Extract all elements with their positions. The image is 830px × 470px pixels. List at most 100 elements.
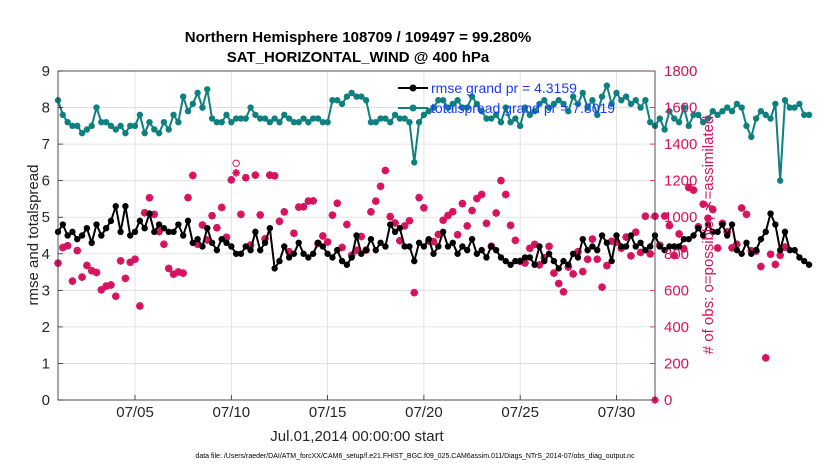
rmse-point	[69, 228, 76, 236]
rmse-point	[589, 243, 596, 250]
rmse-point	[430, 250, 437, 257]
rmse-point	[661, 246, 668, 254]
obs-assimilated-marker	[136, 302, 144, 310]
obs-assimilated-marker	[92, 268, 101, 277]
legend-marker-rmse	[409, 84, 417, 92]
obs-assimilated-marker	[757, 262, 765, 271]
obs-assimilated-marker	[540, 254, 549, 262]
totalspread-point	[752, 115, 760, 122]
rmse-point	[439, 228, 447, 236]
y-tick-label: 1	[42, 355, 50, 372]
obs-assimilated-marker	[526, 244, 534, 253]
x-axis-label: Jul.01,2014 00:00:00 start	[270, 428, 444, 445]
obs-assimilated-marker	[131, 255, 139, 264]
rmse-point	[627, 232, 635, 239]
totalspread-point	[603, 82, 611, 89]
obs-assimilated-marker	[723, 228, 732, 236]
obs-assimilated-marker	[294, 203, 303, 211]
y-tick-label: 5	[42, 209, 50, 226]
chart-title-line1: Northern Hemisphere 108709 / 109497 = 99…	[185, 29, 531, 46]
rmse-point	[391, 228, 399, 236]
obs-assimilated-marker	[343, 220, 351, 229]
obs-assimilated-marker	[622, 233, 630, 241]
rmse-point	[151, 228, 158, 236]
obs-assimilated-marker	[145, 194, 154, 202]
obs-assimilated-marker	[68, 277, 77, 285]
obs-assimilated-marker	[189, 171, 197, 180]
rmse-point	[406, 243, 413, 250]
obs-assimilated-marker	[184, 193, 192, 202]
x-tick-label: 07/05	[116, 404, 154, 421]
rmse-point	[122, 203, 129, 210]
totalspread-point	[334, 97, 341, 104]
obs-assimilated-marker	[328, 211, 337, 220]
rmse-point	[362, 246, 370, 254]
totalspread-point	[59, 111, 67, 119]
rmse-point	[136, 217, 144, 225]
obs-assimilated-marker	[400, 222, 409, 230]
totalspread-point	[184, 108, 192, 115]
rmse-point	[507, 261, 514, 268]
totalspread-point	[772, 100, 779, 108]
obs-assimilated-marker	[222, 233, 231, 242]
x-tick-label: 07/30	[598, 404, 636, 421]
rmse-point	[473, 250, 481, 257]
rmse-point	[695, 224, 702, 232]
rmse-point	[107, 217, 115, 225]
rmse-point	[584, 246, 591, 254]
rmse-point	[579, 235, 586, 243]
rmse-point	[699, 232, 707, 239]
totalspread-point	[728, 108, 736, 115]
obs-assimilated-marker	[468, 206, 476, 215]
totalspread-point	[136, 111, 144, 119]
rmse-point	[223, 239, 230, 247]
obs-assimilated-marker	[670, 251, 679, 260]
obs-assimilated-marker	[410, 288, 419, 297]
y2-tick-label: 1800	[664, 63, 697, 80]
totalspread-point	[112, 126, 119, 133]
totalspread-point	[367, 118, 375, 126]
rmse-point	[714, 228, 721, 236]
totalspread-point	[131, 122, 139, 130]
rmse-point	[618, 243, 625, 250]
legend-label-rmse: rmse grand pr = 4.3159	[431, 80, 577, 96]
rmse-point	[536, 243, 543, 250]
obs-assimilated-marker	[627, 252, 635, 260]
obs-assimilated-marker	[680, 245, 688, 253]
rmse-point	[112, 203, 119, 210]
rmse-point	[98, 232, 105, 239]
y2-axis-label: # of obs: o=possible; ∗=assimilated	[700, 116, 717, 355]
totalspread-point	[189, 100, 197, 108]
rmse-point	[276, 257, 283, 265]
totalspread-point	[468, 93, 476, 100]
totalspread-point	[88, 122, 95, 130]
obs-assimilated-marker	[78, 273, 86, 281]
obs-assimilated-marker	[439, 216, 447, 225]
rmse-point	[290, 250, 298, 257]
rmse-point	[338, 257, 346, 265]
totalspread-point	[358, 93, 365, 100]
y-axis-label: rmse and totalspread	[25, 165, 42, 306]
totalspread-point	[252, 111, 259, 119]
obs-assimilated-marker	[660, 212, 669, 220]
rmse-point	[613, 232, 620, 239]
rmse-point	[208, 239, 216, 247]
obs-assimilated-marker	[193, 240, 202, 249]
rmse-point	[199, 243, 206, 250]
rmse-point	[261, 239, 269, 247]
y-tick-label: 3	[42, 282, 50, 299]
rmse-point	[83, 224, 91, 232]
y2-tick-label: 600	[664, 282, 689, 299]
obs-assimilated-marker	[309, 197, 317, 205]
obs-assimilated-marker	[684, 183, 693, 192]
rmse-point	[762, 228, 769, 236]
rmse-point	[78, 232, 86, 239]
totalspread-point	[526, 111, 534, 119]
y-tick-label: 6	[42, 173, 50, 190]
totalspread-point	[796, 100, 803, 108]
rmse-point	[781, 228, 789, 236]
totalspread-point	[179, 93, 187, 100]
legend-label-spread: totalspread grand pr = 7.8019	[431, 100, 615, 116]
totalspread-point	[391, 111, 399, 119]
